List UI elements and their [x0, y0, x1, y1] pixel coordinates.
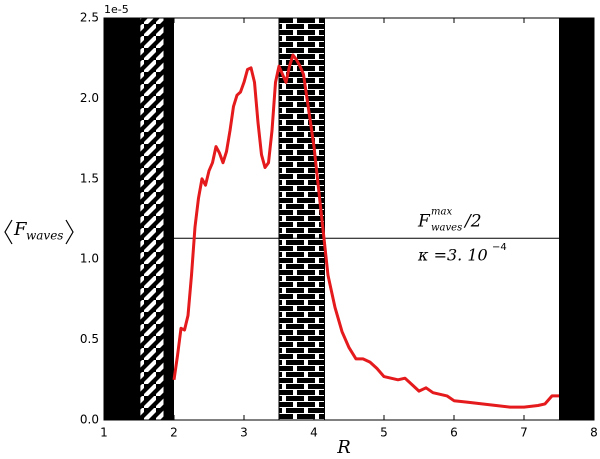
- y-tick-label: 0.0: [80, 413, 99, 427]
- y-label-main: F: [13, 219, 28, 240]
- annotation-sup: max: [431, 207, 452, 218]
- annotation-rest: /2: [463, 212, 482, 232]
- x-tick-label: 4: [310, 426, 318, 440]
- shaded-span: [140, 18, 164, 420]
- y-tick-label: 2.0: [80, 91, 99, 105]
- annotation-sub: waves: [431, 223, 462, 234]
- x-tick-label: 2: [170, 426, 178, 440]
- shaded-span: [278, 17, 325, 421]
- y-tick-label: 2.5: [80, 11, 99, 25]
- bracket: [65, 219, 74, 245]
- shaded-span: [559, 18, 594, 420]
- x-tick-label: 8: [590, 426, 598, 440]
- y-label-sub: waves: [26, 229, 63, 243]
- data-line: [172, 53, 559, 409]
- annotation-sup: −4: [492, 242, 507, 253]
- bracket: [4, 219, 13, 245]
- offset-text: 1e-5: [104, 3, 129, 16]
- y-tick-label: 0.5: [80, 332, 99, 346]
- x-tick-label: 6: [450, 426, 458, 440]
- annotation-base: κ =3. 10: [417, 246, 488, 265]
- x-axis-label: R: [336, 437, 351, 458]
- x-tick-label: 1: [100, 426, 108, 440]
- x-tick-label: 7: [520, 426, 528, 440]
- y-tick-label: 1.5: [80, 171, 99, 185]
- annotation-base: F: [417, 212, 431, 232]
- annotation: F max waves /2: [417, 207, 482, 234]
- annotation: κ =3. 10 −4: [417, 242, 507, 265]
- y-tick-label: 1.0: [80, 252, 99, 266]
- x-tick-label: 3: [240, 426, 248, 440]
- plot-frame: [103, 17, 595, 421]
- x-tick-label: 5: [380, 426, 388, 440]
- y-axis-label: F waves: [4, 219, 74, 245]
